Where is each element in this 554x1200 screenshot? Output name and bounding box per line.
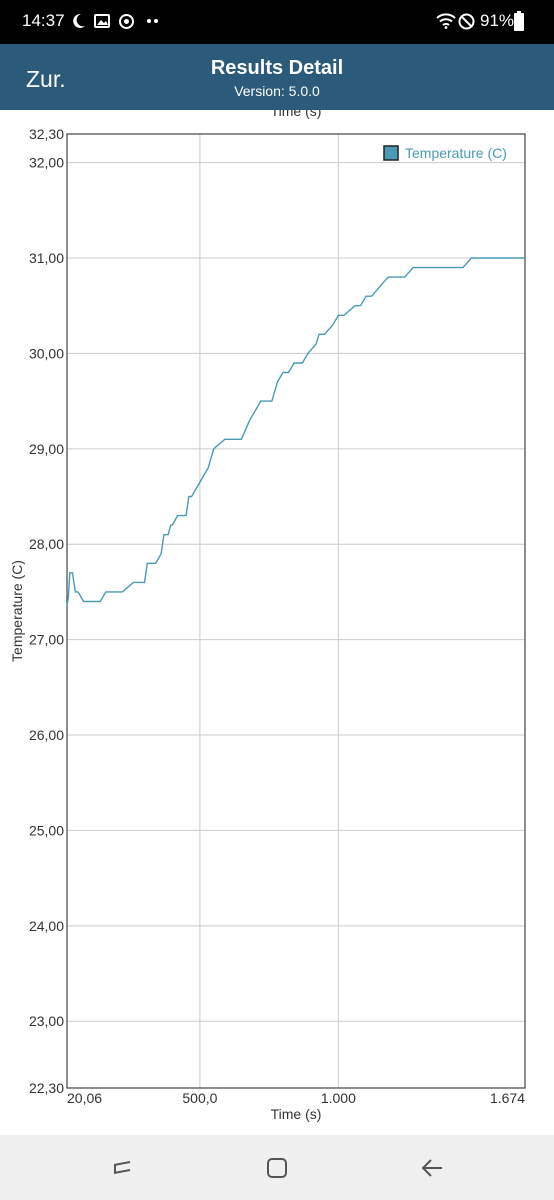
x-tick-label: 1.000	[321, 1090, 356, 1106]
y-tick-label: 26,00	[29, 727, 64, 743]
status-time: 14:37	[22, 11, 65, 30]
temperature-chart: Time (s) 22,30 23,00 24,00 25,00 26,00 27,00 28…	[9, 110, 526, 1122]
x-tick-label: 20,06	[67, 1090, 102, 1106]
moon-icon	[72, 9, 86, 33]
y-tick-label: 27,00	[29, 632, 64, 648]
back-arrow-icon[interactable]	[414, 1151, 450, 1185]
y-tick-label: 32,00	[29, 155, 64, 171]
status-bar: 14:37 91%	[0, 0, 554, 44]
y-tick-label: 30,00	[29, 345, 64, 361]
y-tick-label: 25,00	[29, 822, 64, 838]
legend-label: Temperature (C)	[405, 145, 507, 161]
more-dots-icon	[146, 9, 160, 33]
back-button[interactable]: Zur.	[26, 66, 66, 92]
y-tick-label: 23,00	[29, 1013, 64, 1029]
x-axis-title-top: Time (s)	[271, 110, 322, 119]
battery-icon	[514, 9, 524, 33]
x-tick-label: 1.674	[490, 1090, 525, 1106]
wifi-icon	[436, 9, 456, 33]
x-tick-label: 500,0	[182, 1090, 217, 1106]
plot-frame	[66, 133, 526, 1089]
page-title: Results Detail	[210, 57, 344, 79]
battery-percentage: 91%	[480, 11, 515, 30]
y-tick-label: 24,00	[29, 918, 64, 934]
y-tick-label: 32,30	[29, 126, 64, 142]
x-axis-title: Time (s)	[271, 1106, 322, 1122]
app-header: Zur. Results Detail Version: 5.0.0	[0, 44, 554, 110]
do-not-disturb-icon	[458, 9, 475, 33]
y-tick-label: 22,30	[29, 1080, 64, 1096]
y-tick-label: 29,00	[29, 441, 64, 457]
temperature-series-line	[66, 257, 525, 607]
navigation-bar	[0, 1135, 554, 1200]
home-icon[interactable]	[259, 1151, 295, 1185]
y-tick-label: 31,00	[29, 250, 64, 266]
y-axis-title: Temperature (C)	[9, 560, 25, 662]
recent-apps-icon[interactable]	[104, 1151, 140, 1185]
image-icon	[94, 9, 110, 33]
sync-icon	[118, 9, 135, 33]
y-tick-label: 28,00	[29, 536, 64, 552]
legend-swatch	[383, 145, 399, 161]
chart-area[interactable]: Time (s) 22,30 23,00 24,00 25,00 26,00 27,00 28…	[0, 110, 554, 1135]
version-label: Version: 5.0.0	[234, 83, 320, 99]
